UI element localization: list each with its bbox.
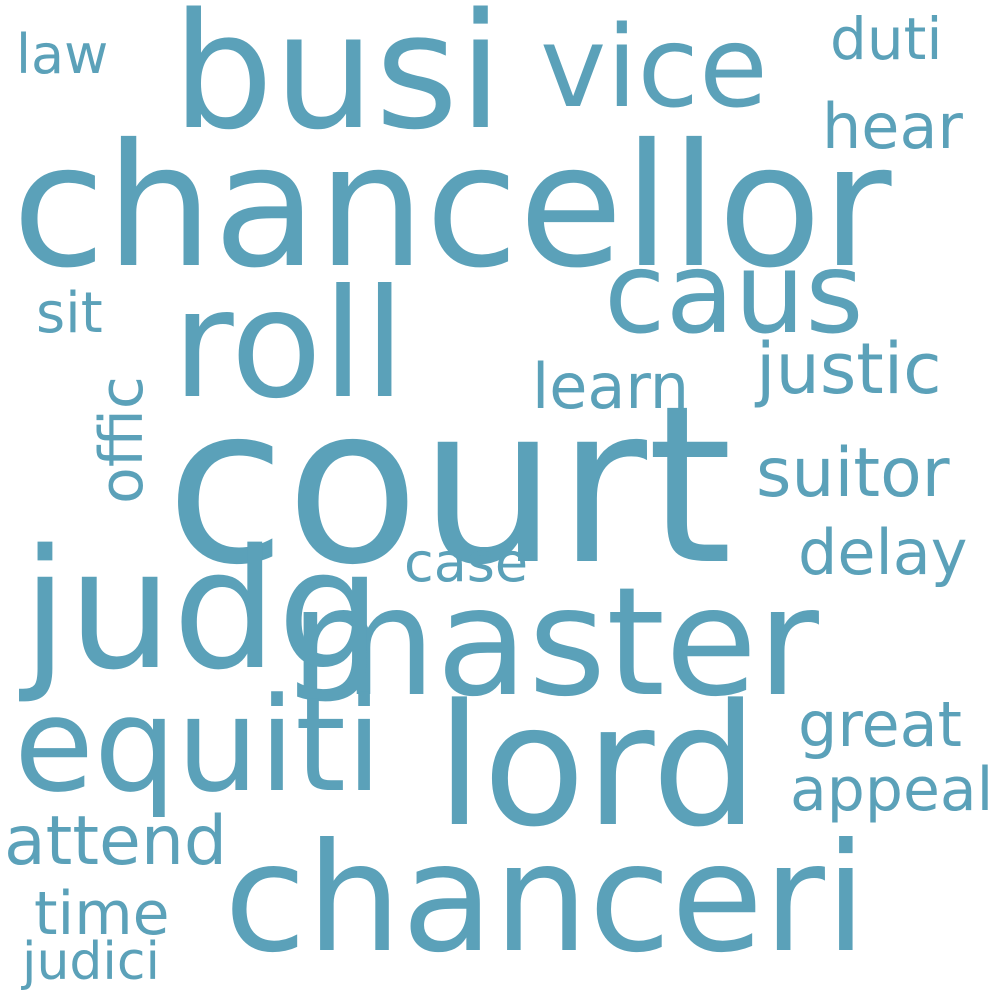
word-duti: duti: [830, 5, 943, 73]
word-appeal: appeal: [790, 755, 994, 825]
word-court: court: [166, 360, 733, 613]
word-attend: attend: [4, 802, 228, 881]
word-roll: roll: [172, 258, 406, 432]
word-law: law: [16, 23, 109, 86]
word-hear: hear: [822, 90, 963, 163]
word-judici: judici: [22, 932, 160, 992]
word-caus: caus: [604, 229, 864, 359]
word-suitor: suitor: [756, 434, 950, 513]
word-busi: busi: [172, 0, 503, 165]
word-lord: lord: [436, 668, 759, 864]
word-vice: vice: [540, 3, 768, 133]
word-justic: justic: [756, 328, 942, 410]
word-case: case: [404, 531, 529, 594]
word-equiti: equiti: [14, 669, 383, 821]
word-sit: sit: [36, 281, 103, 346]
word-great: great: [798, 688, 962, 761]
word-time: time: [34, 879, 170, 949]
word-chanceri: chanceri: [224, 812, 867, 986]
word-learn: learn: [532, 350, 690, 423]
word-offic-container: offic: [58, 376, 186, 504]
word-offic: offic: [86, 376, 157, 504]
word-judg: judg: [22, 514, 382, 706]
word-delay: delay: [798, 516, 968, 589]
word-chancellor: chancellor: [12, 108, 892, 306]
word-master: master: [290, 556, 819, 730]
